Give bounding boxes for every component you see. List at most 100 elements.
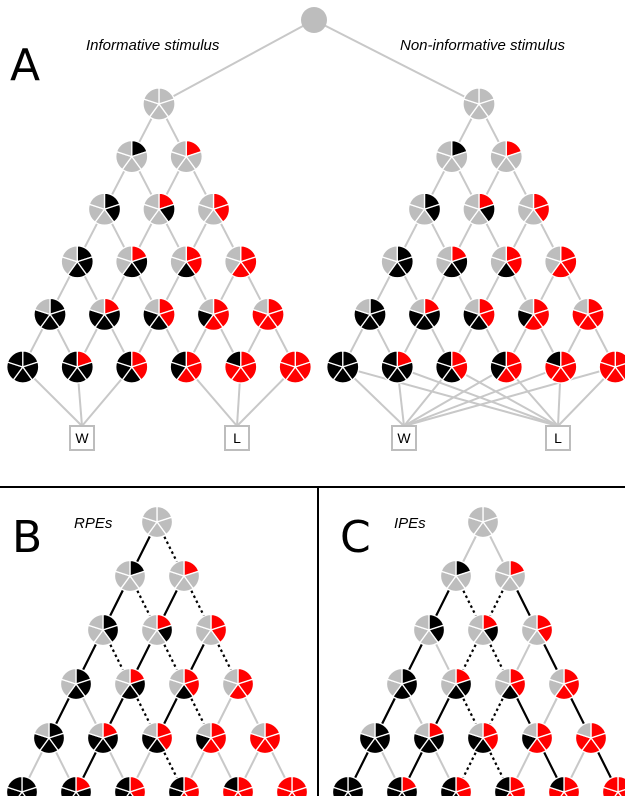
ipe-tree-node <box>493 775 527 796</box>
rpe-tree-node <box>248 721 282 755</box>
informative-tree-node <box>196 297 231 331</box>
pie-slice <box>88 192 106 211</box>
pie-slice <box>386 775 403 793</box>
pie-slice <box>224 245 242 263</box>
non-informative-tree-node <box>544 245 578 279</box>
pie-slice <box>61 350 78 368</box>
rpe-tree-node <box>194 721 228 755</box>
pie-slice <box>279 350 296 368</box>
outcome-label-loss-non-informative: L <box>554 430 562 446</box>
pie-slice <box>413 613 430 631</box>
non-informative-tree-node <box>516 192 551 226</box>
pie-slice <box>599 350 616 368</box>
non-informative-tree-node <box>544 350 578 384</box>
pie-slice <box>575 721 592 739</box>
ipe-tree-node <box>358 721 392 755</box>
ipe-tree-node <box>520 721 554 755</box>
non-informative-tree-node <box>516 297 551 331</box>
outcome-label-win-non-informative: W <box>397 430 411 446</box>
pie-slice <box>20 786 39 796</box>
pie-slice <box>141 613 158 631</box>
outcome-edge <box>403 366 616 427</box>
pie-slice <box>195 721 212 739</box>
pie-slice <box>222 775 239 793</box>
connector-layer <box>21 19 619 793</box>
ipe-tree-node <box>331 775 365 796</box>
rpe-tree-node <box>113 775 147 796</box>
non-informative-tree-node <box>326 350 360 384</box>
ipe-tree-node <box>520 613 554 647</box>
pie-slice <box>517 297 535 316</box>
rpe-tree-node <box>167 775 201 796</box>
ipe-tree-node <box>439 775 473 796</box>
pie-slice <box>170 350 187 368</box>
root-edge <box>313 19 480 105</box>
pie-slice <box>381 245 398 263</box>
informative-caption: Informative stimulus <box>86 37 220 54</box>
pie-slice <box>408 297 426 316</box>
informative-tree-node <box>142 87 176 121</box>
pie-slice <box>440 559 457 577</box>
rpe-tree-node <box>194 613 228 647</box>
pie-slice <box>114 775 131 793</box>
ipe-tree-node <box>412 613 446 647</box>
pie-slice <box>170 139 187 158</box>
rpe-tree-node <box>59 667 93 701</box>
pie-slice <box>462 297 480 316</box>
outcome-edge <box>403 366 507 427</box>
outcome-box-loss-non-informative: L <box>545 425 571 451</box>
informative-tree-node <box>169 350 203 384</box>
rpe-tree-node <box>221 775 255 796</box>
outcome-edge <box>451 366 559 427</box>
non-informative-tree-node <box>380 245 414 279</box>
pie-slice <box>195 613 212 631</box>
rpe-tree-node <box>113 667 147 701</box>
ipe-tree-node <box>601 775 625 796</box>
non-informative-tree-node <box>489 350 523 384</box>
pie-slice <box>544 245 562 263</box>
rpe-tree-node <box>221 667 255 701</box>
pie-slice <box>74 786 93 796</box>
pie-slice <box>494 775 511 793</box>
informative-tree-node <box>60 245 94 279</box>
rpe-tree-node <box>86 721 120 755</box>
pie-slice <box>544 350 562 368</box>
ipe-tree-node <box>385 775 419 796</box>
pie-slice <box>224 350 242 368</box>
pie-slice <box>168 775 185 793</box>
informative-tree-node <box>142 192 176 226</box>
pie-slice <box>521 613 538 631</box>
pie-slice <box>114 559 131 577</box>
non-informative-tree-node <box>353 297 387 331</box>
outcome-box-loss-informative: L <box>224 425 250 451</box>
pie-slice <box>616 789 625 796</box>
pie-slice <box>548 775 565 793</box>
pie-slice <box>115 350 133 368</box>
pie-slice <box>251 297 269 316</box>
ipe-caption: IPEs <box>394 515 426 532</box>
pie-slice <box>142 297 160 316</box>
panel-c-letter: C <box>340 512 371 563</box>
pie-slice <box>435 139 453 158</box>
informative-tree-node <box>33 297 67 331</box>
pie-slice <box>353 297 371 316</box>
pie-slice <box>408 192 426 211</box>
ipe-tree-node <box>439 559 473 593</box>
pie-slice <box>141 505 158 523</box>
informative-tree-node <box>6 350 40 384</box>
non-informative-tree-node <box>462 87 496 121</box>
pie-slice <box>462 87 480 105</box>
rpe-tree-node <box>59 775 93 796</box>
pie-slice <box>490 350 507 368</box>
pie-slice <box>462 192 480 211</box>
pie-slice <box>6 775 23 793</box>
pie-slice <box>571 297 589 316</box>
pie-slice <box>562 786 581 796</box>
ipe-tree-node <box>385 667 419 701</box>
rpe-tree-node <box>86 613 120 647</box>
informative-tree-node <box>142 297 176 331</box>
pie-slice <box>346 786 365 796</box>
pie-slice <box>332 775 349 793</box>
panel-b-letter: B <box>12 512 42 563</box>
